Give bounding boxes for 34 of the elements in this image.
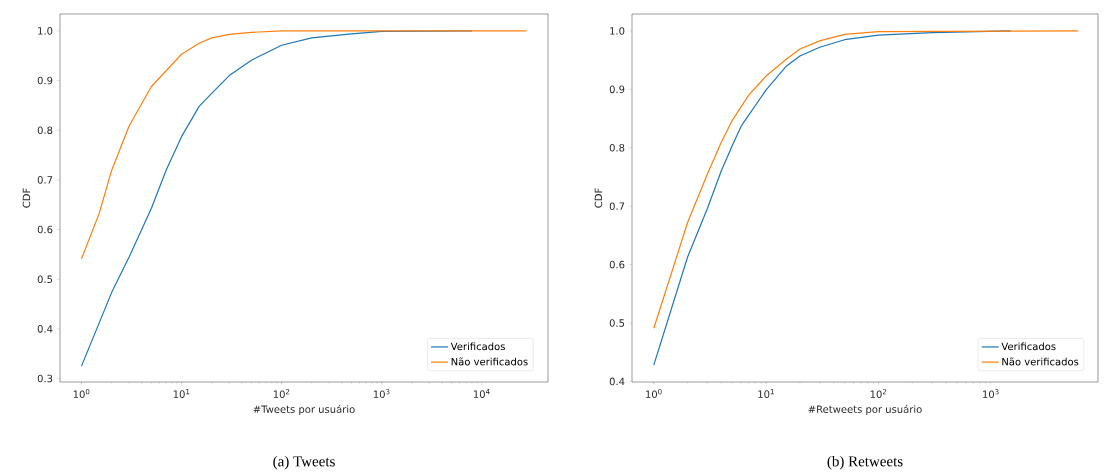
legend-label: Verificados [450, 342, 505, 351]
y-tick-label: 1.0 [610, 27, 625, 35]
y-tick-label: 1.0 [38, 27, 53, 35]
x-tick-label: 10$^{3}$ [373, 389, 390, 398]
x-tick-label: 10$^{1}$ [173, 389, 190, 398]
x-tick-label: 10$^{4}$ [473, 389, 490, 398]
x-tick-label: 10$^{3}$ [983, 389, 999, 398]
y-tick-label: 0.7 [609, 202, 625, 210]
x-axis-title: #Tweets por usuário [253, 404, 355, 415]
x-tick-label: 10$^{2}$ [870, 389, 887, 398]
x-tick-label: 10$^{2}$ [273, 389, 290, 398]
y-tick-label: 0.6 [609, 260, 625, 269]
legend-label: Não verificados [1002, 357, 1079, 366]
x-axis-title: #Retweets por usuário [808, 404, 922, 415]
y-tick-label: 0.9 [37, 76, 53, 85]
text: (a) Tweets [273, 455, 335, 470]
y-tick-label: 0.3 [37, 374, 53, 383]
y-tick-label: 0.8 [37, 126, 53, 134]
y-tick-label: 0.9 [609, 85, 625, 94]
y-tick-label: 0.4 [609, 377, 625, 386]
x-tick-label: 10$^{0}$ [73, 389, 90, 398]
text: (b) Retweets [827, 455, 903, 470]
y-tick-label: 0.8 [609, 143, 625, 152]
legend-label: Verificados [1001, 342, 1056, 351]
x-tick-label: 10$^{0}$ [646, 389, 662, 398]
y-tick-label: 0.5 [609, 319, 625, 327]
y-tick-label: 0.6 [37, 225, 53, 234]
y-tick-label: 0.5 [37, 275, 53, 283]
y-tick-label: 0.7 [37, 176, 53, 184]
y-tick-label: 0.4 [37, 325, 53, 333]
y-axis-title: CDF [22, 188, 31, 208]
x-tick-label: 10$^{1}$ [758, 389, 774, 398]
legend-label: Não verificados [451, 357, 528, 366]
y-axis-title: CDF [594, 188, 603, 208]
